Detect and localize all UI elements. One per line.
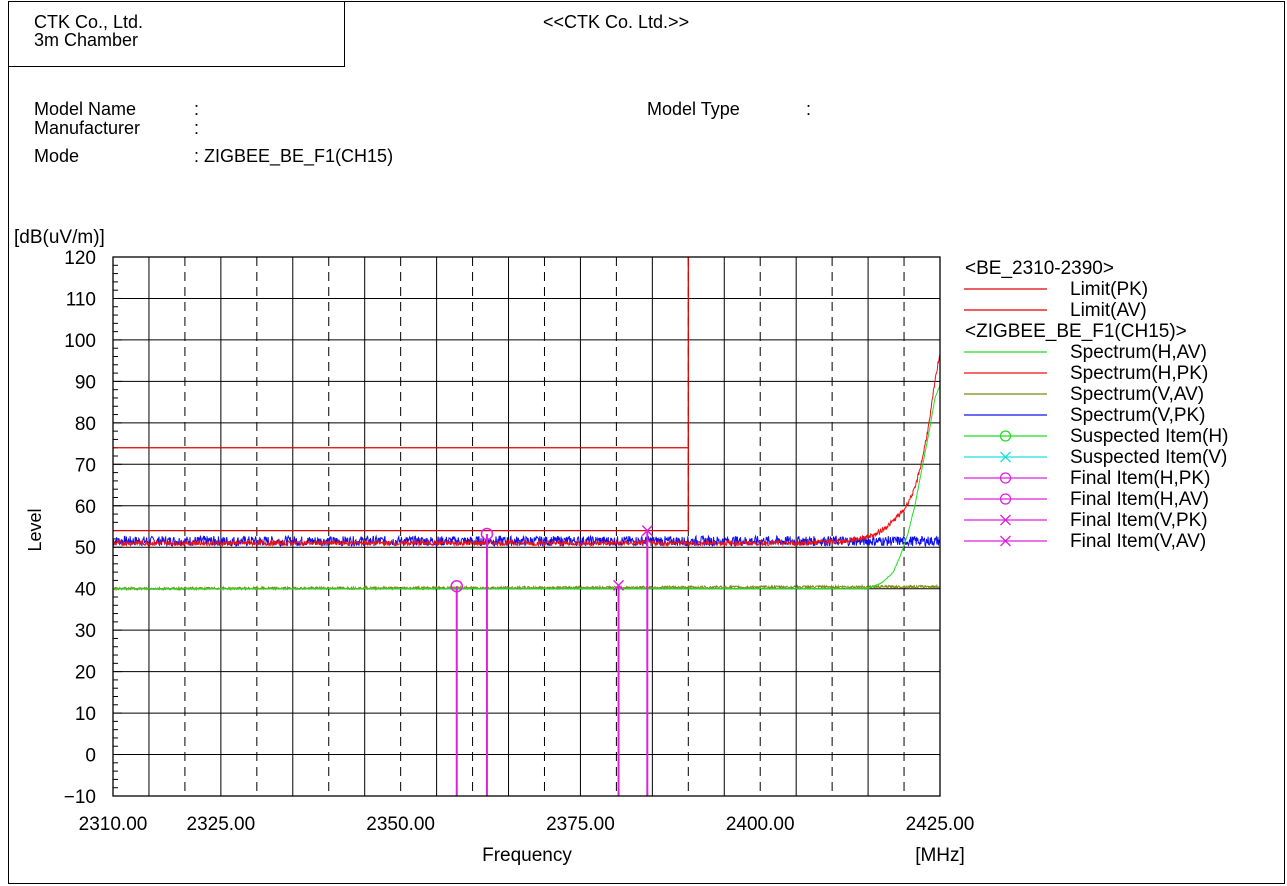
legend-group-title: <ZIGBEE_BE_F1(CH15)> bbox=[965, 321, 1187, 342]
legend-item-label: Final Item(V,AV) bbox=[1070, 531, 1206, 552]
y-axis-unit: [dB(uV/m)] bbox=[14, 227, 105, 248]
final-item-cross bbox=[641, 525, 653, 537]
manufacturer-separator: : bbox=[194, 118, 200, 138]
axis-minor-ticks bbox=[113, 256, 122, 797]
y-tick-label: 50 bbox=[75, 538, 96, 559]
final-item-marker bbox=[641, 525, 653, 796]
y-tick-label: 0 bbox=[85, 746, 96, 767]
series-spectrum-h-av bbox=[112, 385, 941, 590]
mode-label: Mode bbox=[34, 146, 80, 166]
y-tick-label: 80 bbox=[75, 414, 96, 435]
final-item-marker bbox=[480, 527, 494, 796]
manufacturer-label: Manufacturer bbox=[34, 118, 141, 138]
lab-info-box bbox=[8, 1, 345, 67]
x-tick-label: 2350.00 bbox=[366, 814, 435, 835]
report-title: <<CTK Co. Ltd.>> bbox=[543, 12, 690, 32]
y-tick-label: 100 bbox=[64, 331, 96, 352]
legend-item-label: Spectrum(V,AV) bbox=[1070, 384, 1204, 405]
chamber-name: 3m Chamber bbox=[34, 30, 139, 50]
x-axis-unit: [MHz] bbox=[915, 845, 965, 866]
legend-cross-marker bbox=[1000, 451, 1011, 463]
x-axis-label: Frequency bbox=[482, 845, 572, 866]
chart-legend: <BE_2310-2390>Limit(PK)Limit(AV)<ZIGBEE_… bbox=[964, 258, 1228, 552]
final-item-marker bbox=[613, 579, 625, 796]
y-tick-label: 90 bbox=[75, 372, 96, 393]
y-tick-label: 120 bbox=[64, 248, 96, 269]
grid-lines bbox=[113, 257, 940, 796]
final-item-circle bbox=[450, 579, 463, 593]
legend-group-title: <BE_2310-2390> bbox=[965, 258, 1114, 279]
legend-item-label: Suspected Item(V) bbox=[1070, 447, 1227, 468]
y-tick-label: 40 bbox=[75, 580, 96, 601]
series-spectrum-h-pk bbox=[112, 354, 941, 548]
y-tick-label: 110 bbox=[66, 289, 96, 310]
legend-circle-marker bbox=[999, 430, 1012, 442]
legend-circle-marker bbox=[999, 493, 1012, 505]
report-frame bbox=[8, 1, 1285, 884]
x-tick-label: 2310.00 bbox=[79, 814, 148, 835]
y-tick-label: 70 bbox=[75, 455, 96, 476]
y-tick-label: 30 bbox=[75, 621, 96, 642]
model-type-label: Model Type bbox=[647, 99, 740, 119]
legend-cross-marker bbox=[1000, 535, 1011, 547]
mode-value: : ZIGBEE_BE_F1(CH15) bbox=[194, 146, 394, 166]
final-item-cross bbox=[613, 579, 625, 591]
final-item-circle bbox=[480, 527, 494, 541]
x-tick-label: 2325.00 bbox=[187, 814, 256, 835]
legend-item-label: Spectrum(H,PK) bbox=[1070, 363, 1208, 384]
y-axis-label: Level bbox=[25, 508, 45, 551]
legend-item-label: Limit(PK) bbox=[1070, 279, 1148, 300]
final-item-marker bbox=[450, 579, 463, 796]
company-name: CTK Co., Ltd. bbox=[34, 12, 144, 32]
legend-item-label: Spectrum(V,PK) bbox=[1070, 405, 1206, 426]
legend-item-label: Spectrum(H,AV) bbox=[1070, 342, 1207, 363]
y-tick-label: −10 bbox=[64, 787, 96, 808]
model-name-separator: : bbox=[194, 99, 200, 119]
y-tick-label: 20 bbox=[75, 663, 96, 684]
x-tick-label: 2375.00 bbox=[546, 814, 615, 835]
x-tick-label: 2400.00 bbox=[726, 814, 795, 835]
legend-item-label: Final Item(H,AV) bbox=[1070, 489, 1209, 510]
legend-circle-marker bbox=[999, 472, 1012, 484]
legend-item-label: Suspected Item(H) bbox=[1070, 426, 1228, 447]
legend-item-label: Final Item(V,PK) bbox=[1070, 510, 1208, 531]
legend-cross-marker bbox=[1000, 514, 1011, 526]
legend-item-label: Limit(AV) bbox=[1070, 300, 1147, 321]
plot-area-border bbox=[112, 256, 941, 797]
y-tick-label: 60 bbox=[75, 497, 96, 518]
model-type-separator: : bbox=[806, 99, 812, 119]
legend-item-label: Final Item(H,PK) bbox=[1070, 468, 1210, 489]
model-name-label: Model Name bbox=[34, 99, 137, 119]
y-tick-label: 10 bbox=[75, 704, 96, 725]
limit-av-line bbox=[113, 447, 689, 532]
x-tick-label: 2425.00 bbox=[906, 814, 975, 835]
